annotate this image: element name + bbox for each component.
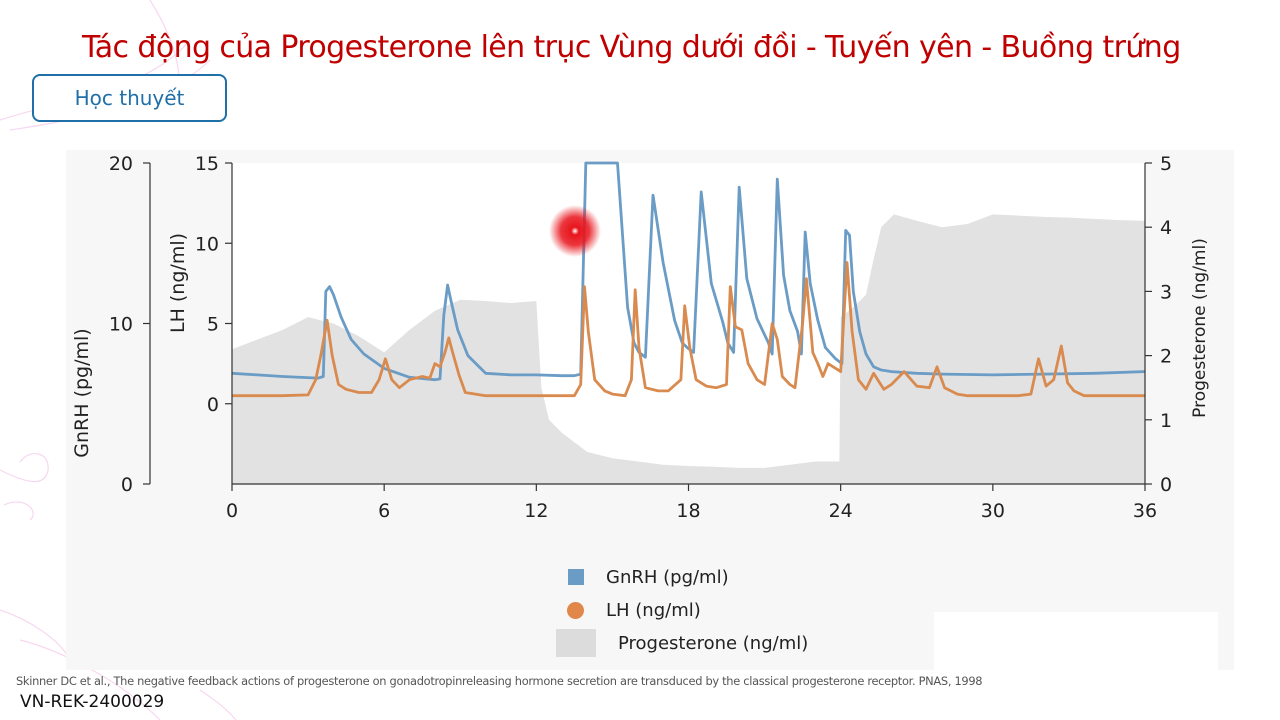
x-tick-label: 18: [676, 500, 700, 522]
legend-swatch-lh: [567, 601, 584, 619]
gnrh-tick-label: 10: [109, 314, 133, 336]
legend-label-gnrh: GnRH (pg/ml): [606, 566, 729, 588]
progesterone-axis-title: Progesterone (ng/ml): [1190, 238, 1210, 418]
legend-item-lh: LH (ng/ml): [556, 595, 701, 625]
x-tick-label: 6: [378, 500, 390, 522]
legend-swatch-progesterone: [556, 629, 596, 657]
legend-swatch-gnrh: [568, 569, 584, 585]
progesterone-tick-label: 3: [1160, 281, 1172, 303]
gnrh-tick-label: 0: [121, 474, 133, 496]
progesterone-tick-label: 4: [1160, 217, 1172, 239]
progesterone-tick-label: 5: [1160, 153, 1172, 175]
tag-box: Học thuyết: [32, 74, 227, 122]
citation: Skinner DC et al., The negative feedback…: [16, 674, 983, 688]
progesterone-tick-label: 2: [1160, 346, 1172, 368]
slide-title: Tác động của Progesterone lên trục Vùng …: [82, 30, 1181, 65]
lh-tick-label: 15: [195, 153, 219, 175]
lh-tick-label: 10: [195, 233, 219, 255]
progesterone-area: [232, 214, 1145, 484]
lh-axis-title: LH (ng/ml): [167, 233, 189, 333]
gnrh-line: [231, 161, 1146, 382]
x-tick-label: 24: [829, 500, 853, 522]
lh-tick-label: 5: [207, 314, 219, 336]
x-tick-label: 12: [524, 500, 548, 522]
progesterone-tick-label: 1: [1160, 410, 1172, 432]
lh-line: [232, 261, 1145, 398]
white-patch: [934, 612, 1218, 672]
tag-label: Học thuyết: [74, 86, 185, 110]
legend-label-progesterone: Progesterone (ng/ml): [618, 632, 809, 654]
gnrh-axis-title: GnRH (pg/ml): [71, 328, 93, 457]
x-tick-label: 30: [981, 500, 1005, 522]
legend-item-gnrh: GnRH (pg/ml): [556, 562, 729, 592]
gnrh-tick-label: 20: [109, 153, 133, 175]
progesterone-tick-label: 0: [1160, 474, 1172, 496]
x-tick-label: 36: [1133, 500, 1157, 522]
legend-item-progesterone: Progesterone (ng/ml): [556, 628, 808, 658]
laser-pointer-dot: [549, 205, 601, 257]
x-tick-label: 0: [226, 500, 238, 522]
lh-tick-label: 0: [207, 394, 219, 416]
document-code: VN-REK-2400029: [20, 692, 165, 712]
legend-label-lh: LH (ng/ml): [606, 599, 701, 621]
